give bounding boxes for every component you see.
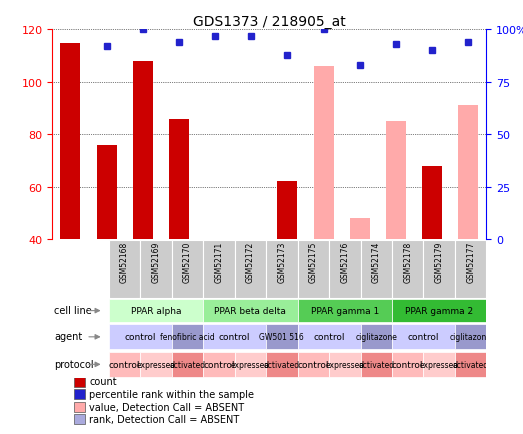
Bar	[203, 352, 235, 377]
Bar	[314, 67, 334, 240]
Text: expressed: expressed	[419, 360, 459, 369]
Text: expressed: expressed	[231, 360, 270, 369]
Text: control: control	[203, 360, 235, 369]
Text: control: control	[124, 332, 156, 342]
Bar	[392, 240, 424, 298]
Bar	[235, 240, 266, 298]
Bar	[386, 122, 406, 240]
Text: fenofibric acid: fenofibric acid	[160, 332, 215, 342]
Bar	[172, 240, 203, 298]
Text: GSM52168: GSM52168	[120, 241, 129, 283]
Bar	[172, 324, 203, 350]
Text: expressed: expressed	[137, 360, 176, 369]
Bar	[169, 119, 189, 240]
Bar	[422, 166, 442, 240]
Text: GSM52179: GSM52179	[435, 241, 444, 283]
Bar	[266, 324, 298, 350]
Bar	[74, 376, 85, 387]
Bar	[392, 299, 486, 322]
Text: GSM52173: GSM52173	[277, 241, 286, 283]
Text: GSM52177: GSM52177	[466, 241, 475, 283]
Text: PPAR beta delta: PPAR beta delta	[214, 306, 286, 316]
Text: GW501 516: GW501 516	[259, 332, 304, 342]
Bar	[360, 352, 392, 377]
Bar	[298, 324, 360, 350]
Text: control: control	[408, 332, 439, 342]
Bar	[140, 352, 172, 377]
Text: PPAR alpha: PPAR alpha	[131, 306, 181, 316]
Text: GSM52176: GSM52176	[340, 241, 349, 283]
Bar	[360, 324, 392, 350]
Bar	[133, 62, 153, 240]
Bar	[74, 414, 85, 424]
Title: GDS1373 / 218905_at: GDS1373 / 218905_at	[193, 15, 346, 30]
Text: protocol: protocol	[54, 359, 94, 369]
Bar	[455, 240, 486, 298]
Text: ciglitazone: ciglitazone	[355, 332, 397, 342]
Text: rank, Detection Call = ABSENT: rank, Detection Call = ABSENT	[89, 414, 240, 424]
Text: activated: activated	[452, 360, 488, 369]
Text: activated: activated	[169, 360, 206, 369]
Bar	[140, 240, 172, 298]
Text: PPAR gamma 2: PPAR gamma 2	[405, 306, 473, 316]
Bar	[298, 352, 329, 377]
Text: activated: activated	[264, 360, 300, 369]
Text: GSM52174: GSM52174	[372, 241, 381, 283]
Bar	[109, 352, 140, 377]
Text: GSM52170: GSM52170	[183, 241, 192, 283]
Bar	[350, 219, 370, 240]
Bar	[278, 182, 298, 240]
Bar	[298, 299, 392, 322]
Bar	[298, 240, 329, 298]
Text: value, Detection Call = ABSENT: value, Detection Call = ABSENT	[89, 402, 244, 412]
Bar	[458, 106, 478, 240]
Bar	[172, 352, 203, 377]
Bar	[109, 240, 140, 298]
Bar	[329, 240, 360, 298]
Bar	[74, 389, 85, 399]
Text: count: count	[89, 377, 117, 387]
Bar	[203, 299, 298, 322]
Bar	[97, 145, 117, 240]
Bar	[109, 299, 203, 322]
Text: control: control	[313, 332, 345, 342]
Bar	[203, 324, 266, 350]
Text: control: control	[109, 360, 140, 369]
Bar	[329, 352, 360, 377]
Bar	[455, 352, 486, 377]
Text: control: control	[392, 360, 424, 369]
Text: ciglitazone: ciglitazone	[450, 332, 492, 342]
Bar	[203, 240, 235, 298]
Text: cell line: cell line	[54, 306, 92, 316]
Text: control: control	[219, 332, 251, 342]
Bar	[392, 352, 424, 377]
Text: GSM52175: GSM52175	[309, 241, 318, 283]
Text: agent: agent	[54, 332, 83, 342]
Bar	[235, 352, 266, 377]
Bar	[360, 240, 392, 298]
Bar	[74, 402, 85, 412]
Bar	[392, 324, 455, 350]
Text: GSM52178: GSM52178	[403, 241, 412, 283]
Text: GSM52169: GSM52169	[152, 241, 161, 283]
Text: expressed: expressed	[325, 360, 365, 369]
Text: GSM52172: GSM52172	[246, 241, 255, 283]
Text: PPAR gamma 1: PPAR gamma 1	[311, 306, 379, 316]
Bar	[424, 352, 455, 377]
Bar	[266, 240, 298, 298]
Bar	[61, 43, 81, 240]
Text: control: control	[298, 360, 329, 369]
Bar	[266, 352, 298, 377]
Bar	[455, 324, 486, 350]
Text: GSM52171: GSM52171	[214, 241, 223, 283]
Bar	[109, 324, 172, 350]
Text: percentile rank within the sample: percentile rank within the sample	[89, 389, 254, 399]
Bar	[424, 240, 455, 298]
Text: activated: activated	[358, 360, 394, 369]
